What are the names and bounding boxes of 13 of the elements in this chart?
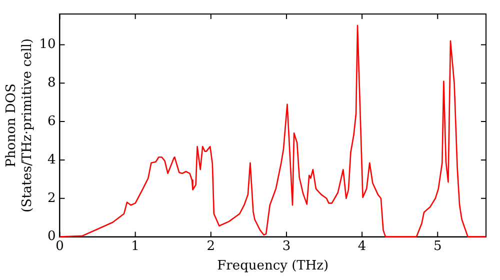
x-tick-label: 5 (433, 238, 442, 254)
x-tick-label: 4 (358, 238, 366, 254)
x-tick-label: 3 (282, 238, 291, 254)
x-axis-title: Frequency (THz) (217, 258, 329, 274)
y-tick-label: 4 (47, 152, 56, 168)
y-axis-title: Phonon DOS (States/THz·primitive cell) (4, 38, 35, 212)
y-tick-label: 8 (47, 76, 56, 91)
y-tick-label: 6 (47, 114, 56, 129)
y-tick-label: 10 (39, 37, 56, 52)
y-tick-label: 0 (47, 229, 56, 244)
x-tick-label: 1 (131, 238, 140, 254)
x-tick-label: 2 (206, 238, 216, 254)
y-tick-label: 2 (47, 190, 56, 206)
